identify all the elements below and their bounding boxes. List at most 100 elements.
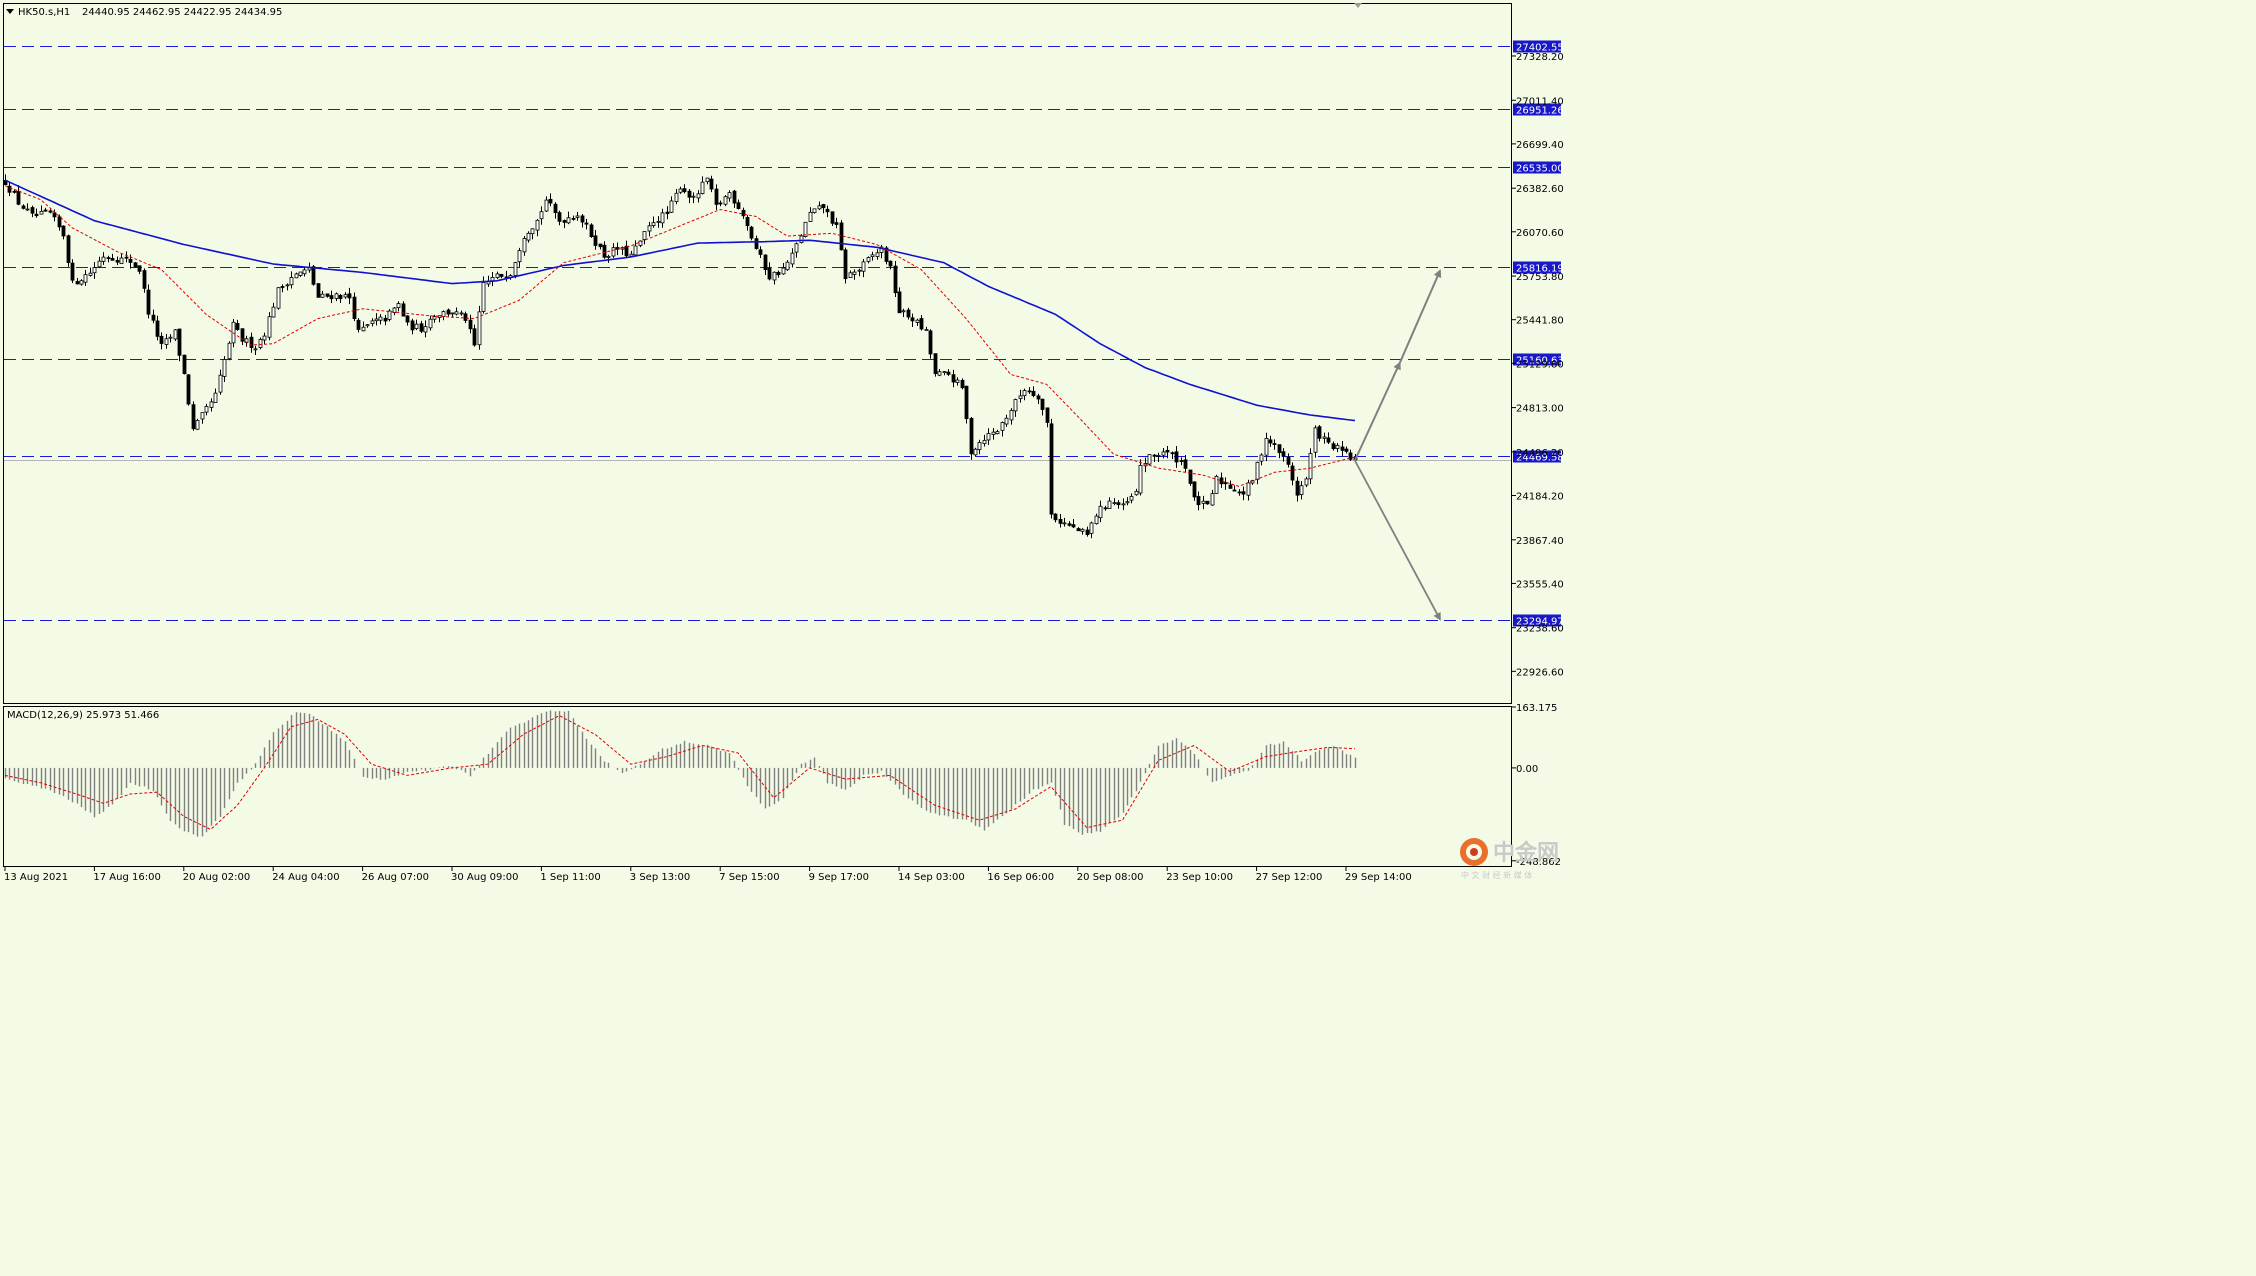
candle xyxy=(133,262,138,268)
candle xyxy=(718,200,723,207)
candle-body xyxy=(799,235,804,244)
candle-body xyxy=(1134,490,1139,496)
candle-body xyxy=(218,374,223,393)
scenario-up-arrow-2[interactable] xyxy=(1398,269,1442,364)
candle xyxy=(1210,489,1215,506)
candle xyxy=(325,293,330,298)
candle-body xyxy=(991,431,996,435)
candle-body xyxy=(1331,443,1336,450)
candle-body xyxy=(1053,513,1058,521)
candle-body xyxy=(526,232,531,241)
candle-body xyxy=(660,212,665,224)
candle xyxy=(901,308,906,318)
candle-body xyxy=(450,312,455,315)
candle-body xyxy=(240,328,245,342)
candle xyxy=(539,206,544,225)
candle-body xyxy=(718,202,723,205)
candle xyxy=(1013,398,1018,417)
candle xyxy=(1272,439,1277,450)
level-tag: 24469.58 xyxy=(1513,450,1564,464)
candle xyxy=(423,320,428,338)
candle-body xyxy=(30,207,35,214)
candle xyxy=(714,184,719,210)
candle-body xyxy=(1107,500,1112,509)
candle-body xyxy=(633,245,638,256)
candle xyxy=(48,209,53,214)
candle xyxy=(1268,435,1273,447)
candle xyxy=(329,290,334,304)
candle xyxy=(75,277,80,285)
candle-body xyxy=(700,181,705,194)
candle-body xyxy=(177,328,182,356)
candle-body xyxy=(969,417,974,455)
candle-body xyxy=(1098,505,1103,519)
candle xyxy=(115,256,120,266)
candle xyxy=(401,301,406,317)
candle-body xyxy=(34,213,39,217)
price-tick-label: 26699.40 xyxy=(1516,140,1564,151)
candle xyxy=(986,428,991,445)
candle-body xyxy=(1174,451,1179,463)
candle-body xyxy=(776,271,781,276)
candle xyxy=(101,252,106,265)
candle xyxy=(1326,432,1331,445)
candle-body xyxy=(977,442,982,450)
candle xyxy=(749,225,754,241)
candle xyxy=(812,208,817,214)
candle-body xyxy=(785,261,790,271)
candle xyxy=(142,268,147,293)
candle-body xyxy=(910,317,915,322)
time-tick-label: 1 Sep 11:00 xyxy=(540,872,600,883)
candle-body xyxy=(790,252,795,265)
candle xyxy=(70,259,75,284)
candle-body xyxy=(128,258,133,263)
candle-body xyxy=(1138,464,1143,494)
menu-triangle-icon[interactable] xyxy=(6,9,14,14)
scenario-up-arrow-1[interactable] xyxy=(1353,361,1401,461)
candle-body xyxy=(964,385,969,420)
shift-marker-icon[interactable] xyxy=(1354,3,1362,8)
candle xyxy=(799,234,804,244)
candle-body xyxy=(557,212,562,222)
candle-body xyxy=(629,253,634,257)
candle xyxy=(57,214,62,231)
candle-body xyxy=(271,306,276,318)
candle xyxy=(7,181,12,196)
candle-body xyxy=(946,371,951,375)
candle-body xyxy=(25,208,30,211)
candle-body xyxy=(289,277,294,286)
candle xyxy=(638,240,643,248)
candle xyxy=(602,241,607,259)
candle-body xyxy=(405,315,410,323)
candle xyxy=(218,369,223,395)
candle xyxy=(124,251,129,263)
candle-body xyxy=(651,222,656,226)
candle xyxy=(727,190,732,202)
candle-body xyxy=(164,338,169,345)
candle xyxy=(262,332,267,345)
candle-body xyxy=(857,269,862,272)
candle-body xyxy=(343,294,348,298)
scenario-arrows xyxy=(1353,269,1442,621)
candle xyxy=(1000,421,1005,437)
candle-body xyxy=(678,188,683,193)
candle xyxy=(1152,453,1157,463)
scenario-down-arrow[interactable] xyxy=(1354,460,1441,621)
candle xyxy=(535,219,540,237)
candle-body xyxy=(781,267,786,275)
candle xyxy=(1174,446,1179,468)
candle-body xyxy=(897,291,902,314)
time-tick-label: 16 Sep 06:00 xyxy=(987,872,1054,883)
candle xyxy=(861,258,866,278)
candle xyxy=(347,287,352,305)
candle-body xyxy=(517,250,522,263)
candle-body xyxy=(1223,482,1228,485)
price-tick-label: 27328.20 xyxy=(1516,52,1564,63)
candle-body xyxy=(942,371,947,373)
candle xyxy=(1045,407,1050,428)
price-tick-label: 25753.80 xyxy=(1516,272,1564,283)
axes: 27402.55 26951.26 26535.00 25816.19 25160.63… xyxy=(4,40,1564,883)
candle-body xyxy=(1268,439,1273,444)
candle xyxy=(736,199,741,210)
candle-body xyxy=(1326,437,1331,443)
